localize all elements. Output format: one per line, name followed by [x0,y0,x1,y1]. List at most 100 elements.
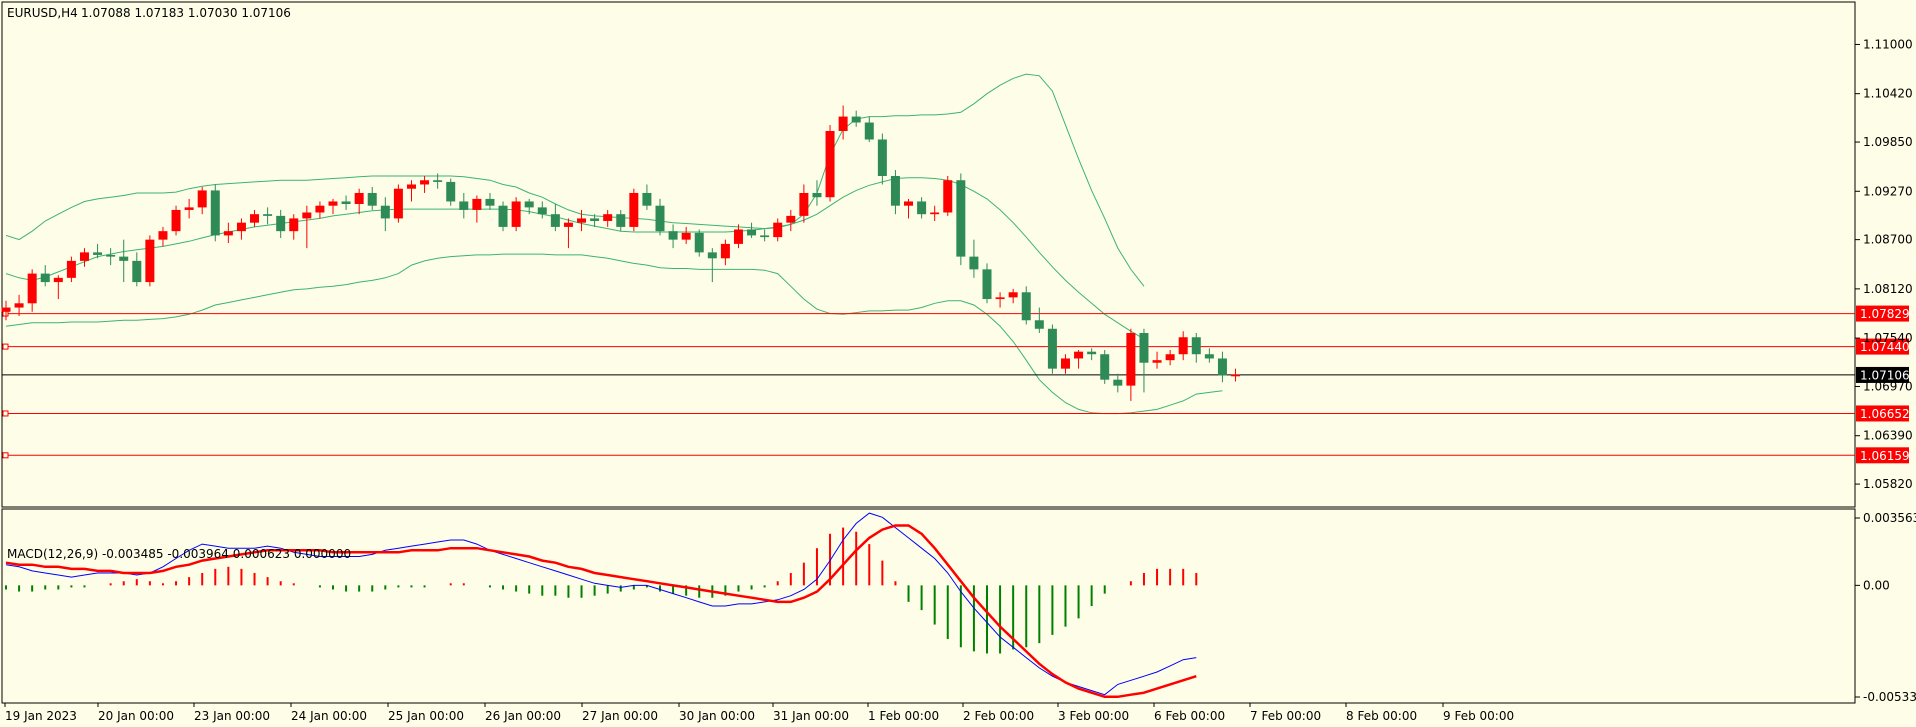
time-tick-label: 1 Feb 00:00 [868,709,939,723]
candle-body [890,175,900,206]
macd-tick-label: -0.005336 [1863,690,1916,704]
candle-body [1074,351,1084,359]
candle-body [276,215,286,232]
price-tick-label: 1.05820 [1863,477,1913,491]
current-price-tag [1856,366,1909,383]
level-price-tag [1856,305,1909,322]
candle-body [1139,333,1149,363]
price-tick-label: 1.06970 [1863,379,1913,393]
candle-body [210,190,220,236]
time-tick-label: 2 Feb 00:00 [963,709,1034,723]
bb-middle-line [5,177,1145,340]
candle-body [877,139,887,176]
candle-body [184,207,194,210]
candle-body [943,180,953,213]
candle-body [223,231,233,236]
level-anchor-handle [2,343,9,350]
candle-body [171,209,181,232]
candle-body [1152,360,1162,363]
time-tick-label: 8 Feb 00:00 [1346,709,1417,723]
candle-body [119,256,129,261]
candle-body [733,229,743,244]
candle-body [1165,354,1175,361]
candle-body [289,218,299,232]
candle-body [1100,354,1110,380]
candle-body [511,201,521,227]
candle-body [707,252,717,259]
candle-body [1,307,11,312]
candle-body [1231,374,1241,377]
candle-body [537,207,547,215]
candle-body [956,180,966,257]
candle-body [263,214,273,216]
candle-body [995,297,1005,300]
candle-body [315,205,325,213]
candle-body [236,222,246,232]
candle-body [1021,292,1031,321]
candle-body [825,131,835,198]
candle-body [969,256,979,270]
price-tick-label: 1.08120 [1863,282,1913,296]
time-tick-label: 23 Jan 00:00 [194,709,270,723]
candle-body [1060,358,1070,369]
level-anchor-handle [2,452,9,459]
price-tick-label: 1.10420 [1863,87,1913,101]
candle-body [446,181,456,202]
candle-body [1178,337,1188,355]
macd-axis: 0.003563 0.00 -0.005336 [1855,511,1916,704]
candle-body [158,231,168,240]
candle-body [79,252,89,261]
candle-body [132,260,142,283]
time-tick-label: 27 Jan 00:00 [582,709,658,723]
candle-body [380,205,390,219]
candle-body [66,260,76,278]
candle-body [864,122,874,140]
candle-body [603,214,613,221]
time-tick-label: 20 Jan 00:00 [98,709,174,723]
candle-body [433,180,443,182]
macd-tick-label: 0.003563 [1863,511,1916,525]
candle-body [1126,333,1136,386]
candle-body [93,252,103,255]
candle-body [406,184,416,189]
macd-indicator [5,512,1198,699]
time-tick-label: 31 Jan 00:00 [773,709,849,723]
candle-body [851,116,861,123]
level-price-label: 1.07440 [1860,340,1910,354]
candle-body [694,232,704,253]
macd-panel-frame[interactable] [1,508,1856,704]
macd-parameters-label: MACD(12,26,9) -0.003485 -0.003964 0.0006… [7,547,351,561]
time-tick-label: 30 Jan 00:00 [679,709,755,723]
time-tick-label: 26 Jan 00:00 [485,709,561,723]
candle-body [786,215,796,223]
candle-body [1217,358,1227,376]
candle-body [917,201,927,215]
candle-body [1191,337,1201,355]
price-tick-label: 1.08700 [1863,233,1913,247]
time-tick-label: 25 Jan 00:00 [388,709,464,723]
candle-body [982,269,992,300]
candle-body [328,201,338,206]
candle-body [930,212,940,215]
candle-body [904,201,914,206]
candle-body [14,303,24,308]
candle-body [459,201,469,210]
candle-body [524,201,534,208]
candle-body [393,188,403,219]
candle-body [367,192,377,206]
main-chart-frame[interactable] [1,1,1856,508]
candle-body [1034,320,1044,329]
candle-body [302,212,312,219]
candle-body [773,222,783,238]
candle-body [799,192,809,216]
candle-body [655,205,665,232]
candle-body [550,214,560,227]
time-tick-label: 7 Feb 00:00 [1250,709,1321,723]
candle-body [40,273,50,283]
price-axis: 1.11000 1.10420 1.09850 1.09270 1.08700 1.081… [1855,37,1913,491]
candle-body [354,192,364,204]
price-tick-label: 1.09270 [1863,184,1913,198]
candle-body [420,180,430,185]
level-anchor-handle [2,410,9,417]
